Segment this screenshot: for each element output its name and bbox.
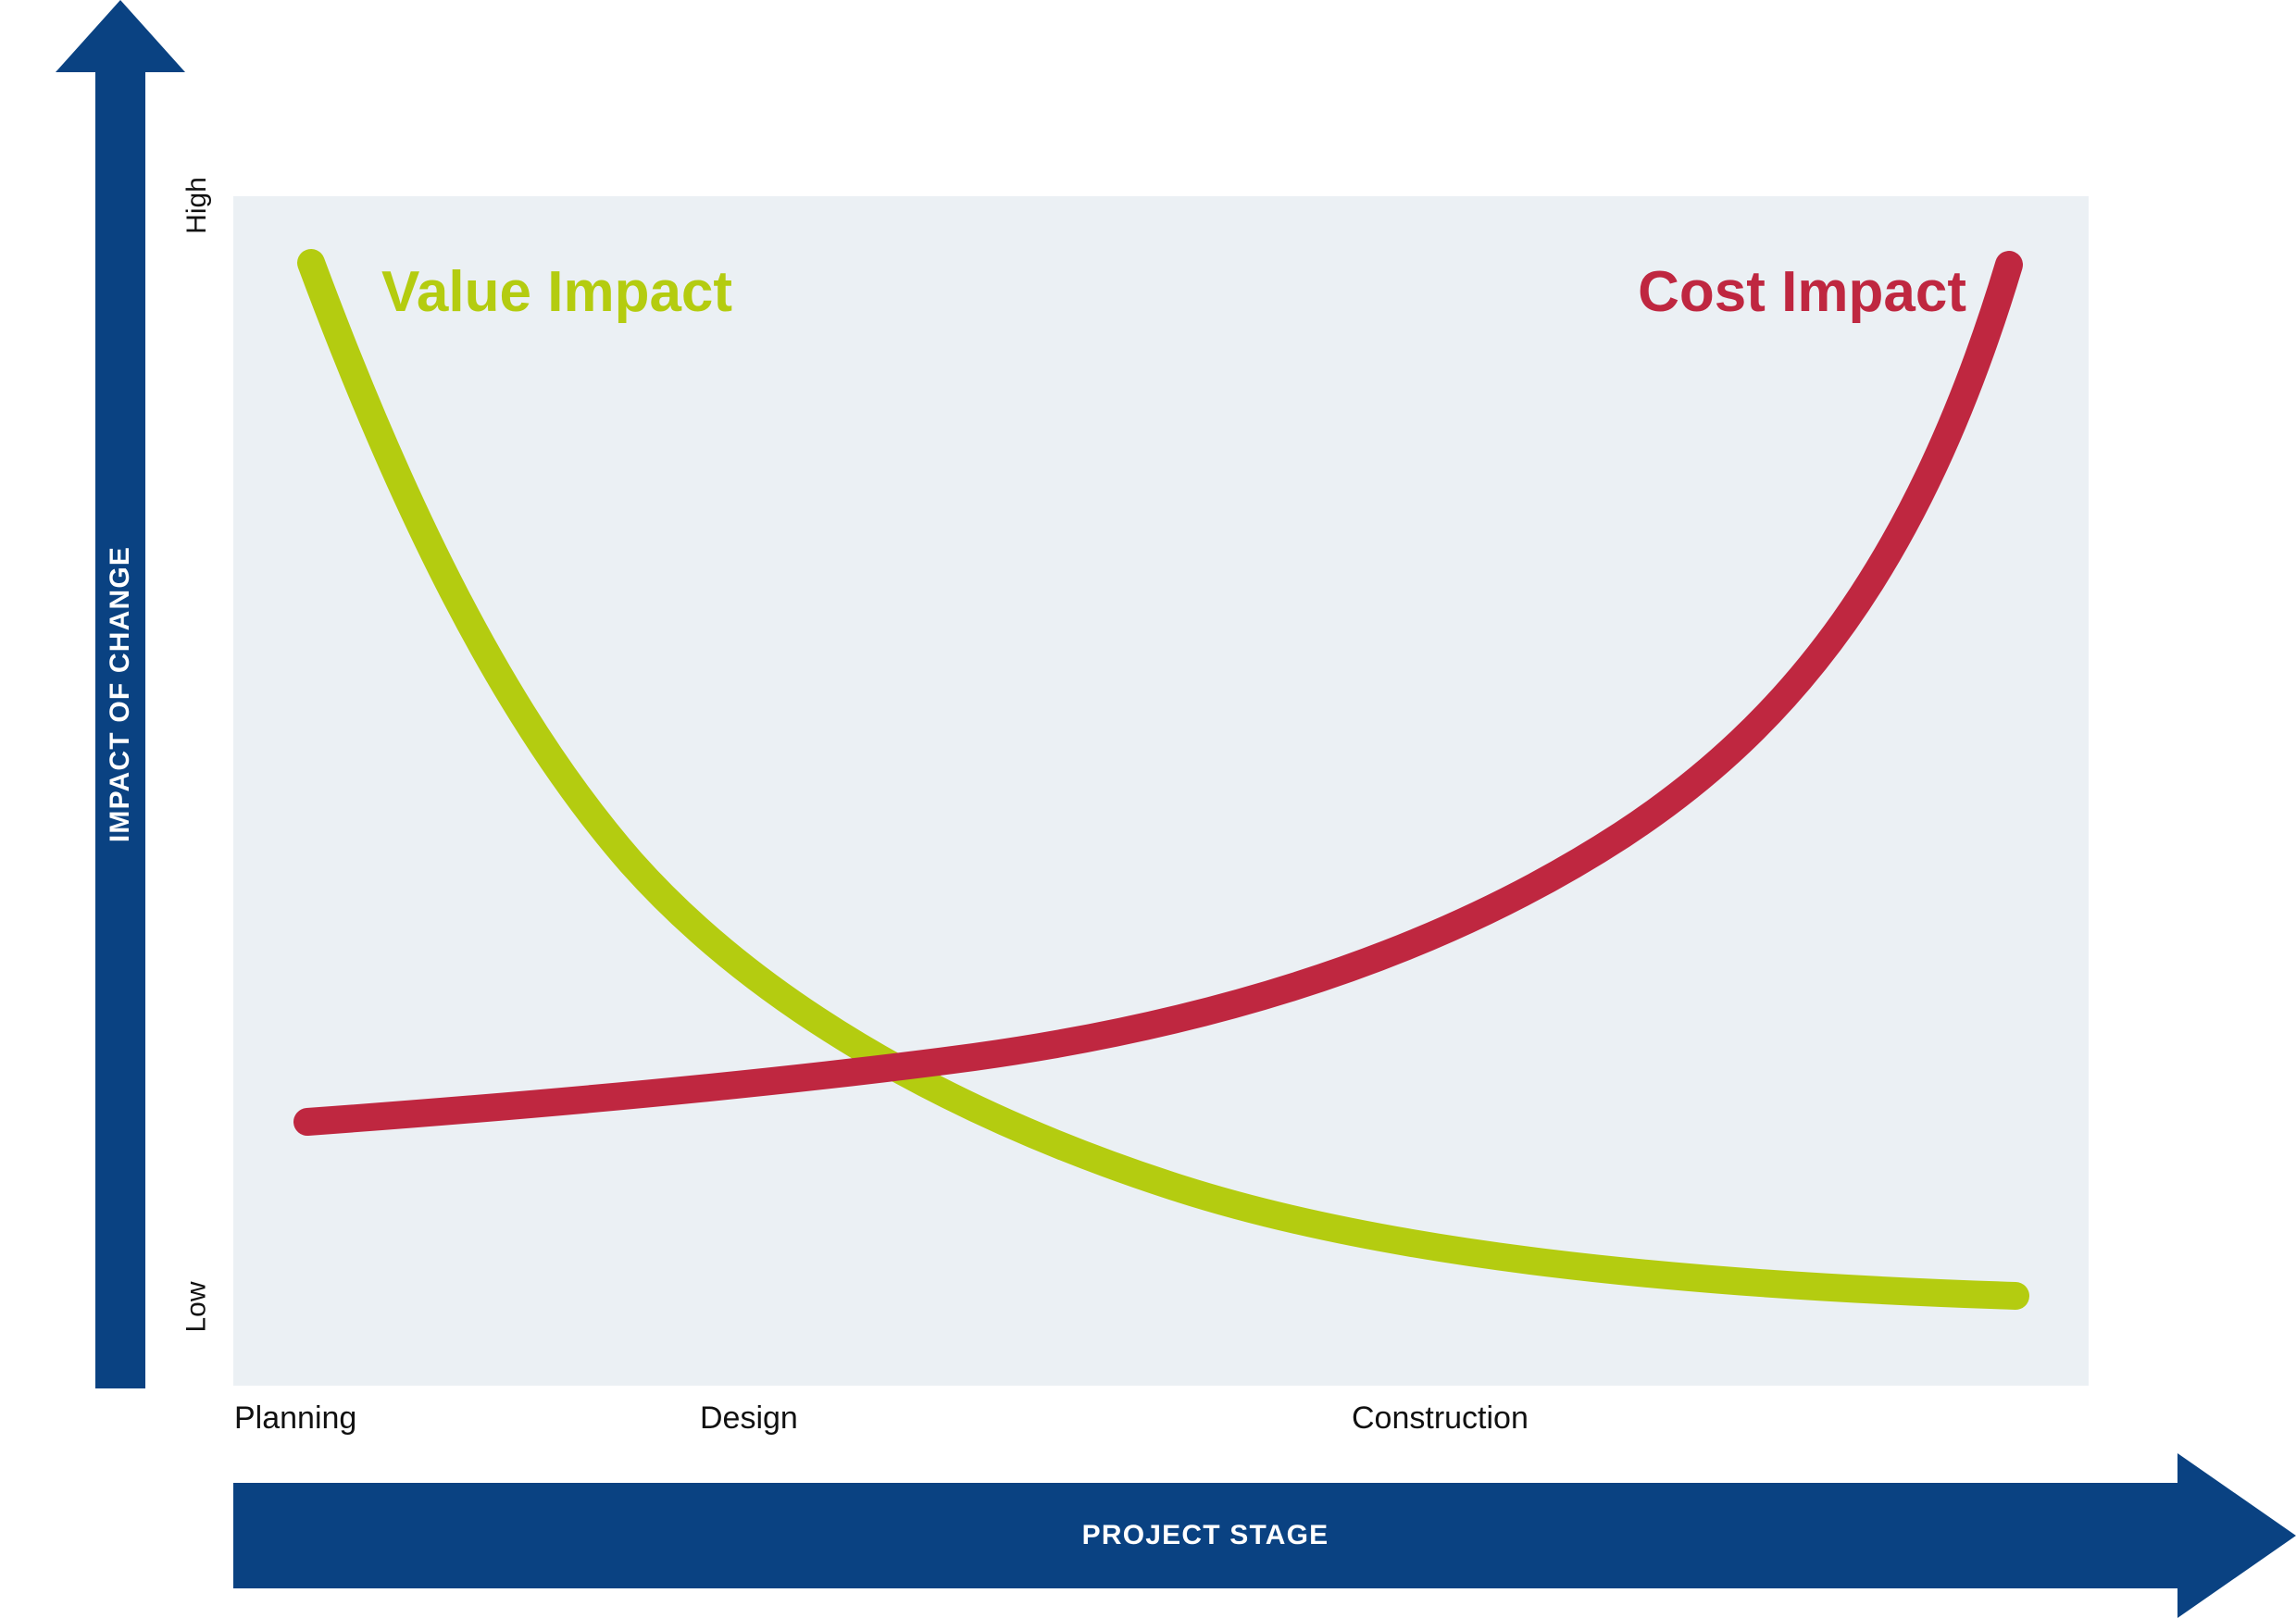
y-tick-high-text: High xyxy=(181,177,212,234)
y-tick-low: Low xyxy=(165,1281,230,1332)
x-tick-planning: Planning xyxy=(234,1400,357,1436)
value-impact-curve xyxy=(297,249,2029,1310)
value-impact-label: Value Impact xyxy=(381,260,733,324)
y-axis-arrow xyxy=(56,0,185,1388)
x-tick-design: Design xyxy=(700,1400,798,1436)
y-tick-low-text: Low xyxy=(181,1281,212,1333)
cost-impact-curve xyxy=(293,251,2023,1136)
cost-impact-label: Cost Impact xyxy=(1638,260,1966,324)
y-tick-high: High xyxy=(165,177,230,234)
x-tick-construction: Construction xyxy=(1352,1400,1529,1436)
chart-plot-area: Value Impact Cost Impact xyxy=(233,196,2089,1386)
chart-curves xyxy=(293,249,2029,1310)
x-axis-arrow xyxy=(233,1453,2296,1618)
